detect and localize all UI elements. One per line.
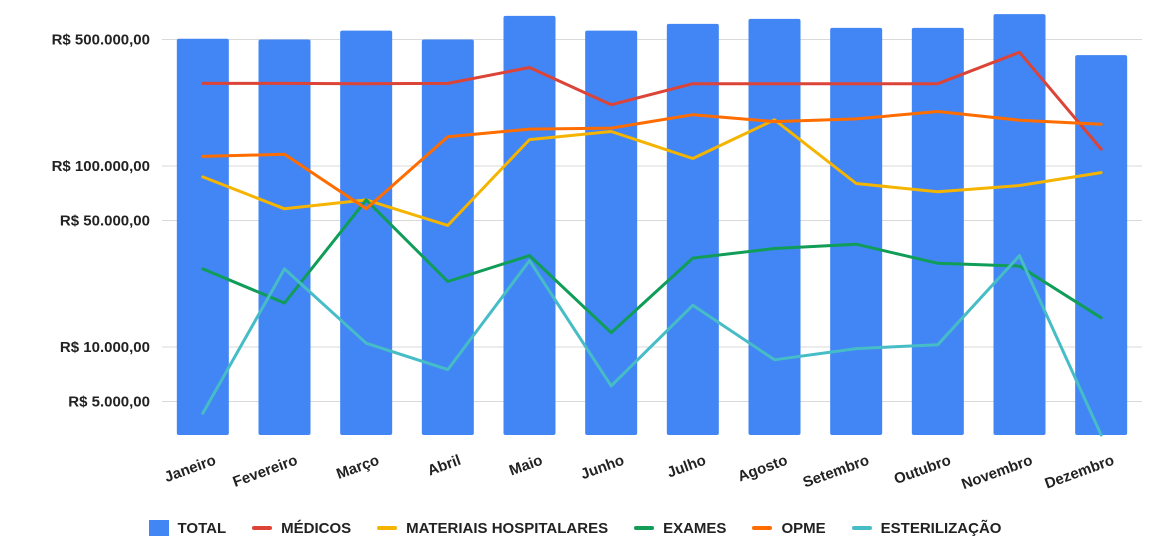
bar-total-fevereiro xyxy=(258,39,311,436)
combo-chart: R$ 5.000,00 R$ 10.000,00 R$ 50.000,00 R$ 10… xyxy=(52,14,1142,493)
legend-label: MÉDICOS xyxy=(281,519,352,537)
x-tick-label: Maio xyxy=(507,452,545,480)
series-line-m-dicos xyxy=(201,50,1103,151)
legend-item: MATERIAIS HOSPITALARES xyxy=(377,520,608,537)
series-line-esteriliza-o xyxy=(201,254,1103,437)
x-tick-label: Fevereiro xyxy=(231,452,300,491)
bar-total-julho xyxy=(666,23,719,436)
bar-total-agosto xyxy=(748,18,801,436)
legend-label: TOTAL xyxy=(177,519,227,537)
x-tick-label: Março xyxy=(334,452,381,483)
x-tick-label: Dezembro xyxy=(1043,452,1117,493)
legend-swatch xyxy=(148,520,169,536)
legend-label: EXAMES xyxy=(663,519,727,537)
legend-item: EXAMES xyxy=(634,520,726,537)
legend-item: TOTAL xyxy=(148,519,227,537)
legend-item: MÉDICOS xyxy=(252,520,351,537)
legend-label: MATERIAIS HOSPITALARES xyxy=(406,519,609,537)
bar-total-janeiro xyxy=(176,38,229,436)
series-line-opme xyxy=(201,110,1103,211)
bar-total-setembro xyxy=(830,27,883,436)
legend-item: OPME xyxy=(752,519,826,537)
x-tick-label: Novembro xyxy=(959,452,1035,493)
x-tick-label: Julho xyxy=(665,452,708,482)
y-tick-label: R$ 50.000,00 xyxy=(60,212,150,229)
x-axis-labels: Janeiro Fevereiro Março Abril Maio Junho Julho… xyxy=(162,452,1116,493)
bar-total-maio xyxy=(503,15,556,435)
x-tick-label: Abril xyxy=(425,452,463,480)
y-tick-label: R$ 100.000,00 xyxy=(52,158,150,175)
x-tick-label: Junho xyxy=(578,452,626,483)
y-tick-label: R$ 500.000,00 xyxy=(52,31,150,48)
legend-swatch xyxy=(851,526,872,530)
series-line-materiais-hospitalares xyxy=(201,118,1103,227)
legend-swatch xyxy=(634,526,655,530)
legend: TOTAL MÉDICOS MATERIAIS HOSPITALARES EXAMES… xyxy=(0,516,1150,540)
legend-label: ESTERILIZAÇÃO xyxy=(880,519,1002,537)
y-axis-ticks: R$ 5.000,00 R$ 10.000,00 R$ 50.000,00 R$ 10… xyxy=(52,31,150,410)
x-tick-label: Janeiro xyxy=(162,452,218,486)
y-tick-label: R$ 10.000,00 xyxy=(60,339,150,356)
line-layer xyxy=(201,50,1103,437)
bar-total-outubro xyxy=(911,27,964,436)
bar-total-dezembro xyxy=(1075,55,1128,435)
legend-swatch xyxy=(377,526,398,530)
y-tick-label: R$ 5.000,00 xyxy=(68,393,150,410)
x-tick-label: Setembro xyxy=(801,452,872,492)
bar-total-abril xyxy=(421,39,474,436)
bar-layer xyxy=(176,14,1128,436)
legend-swatch xyxy=(252,526,273,530)
series-line-exames xyxy=(201,198,1103,335)
bar-total-novembro xyxy=(993,14,1046,436)
bar-total-março xyxy=(340,30,393,435)
x-tick-label: Outubro xyxy=(892,452,953,488)
grid-layer xyxy=(162,38,1142,402)
legend-item: ESTERILIZAÇÃO xyxy=(851,519,1002,537)
bar-total-junho xyxy=(585,30,638,435)
legend-swatch xyxy=(752,526,773,530)
x-tick-label: Agosto xyxy=(735,452,789,486)
legend-label: OPME xyxy=(781,519,826,537)
